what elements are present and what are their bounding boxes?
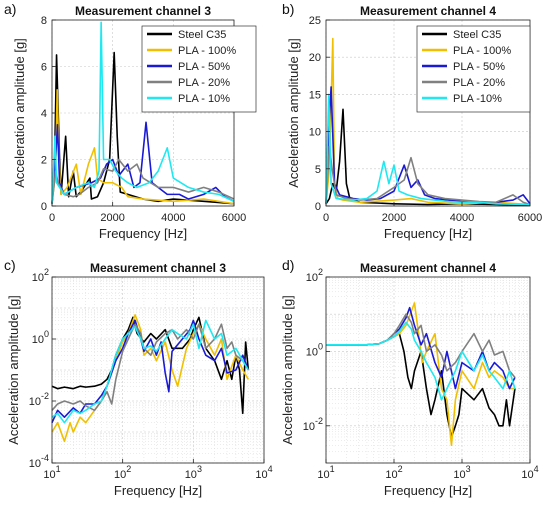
y-tick-label: 100	[32, 329, 49, 346]
x-tick-label: 101	[317, 464, 334, 481]
legend-entry: PLA - 100%	[453, 45, 511, 57]
legend-entry: PLA - 50%	[453, 61, 505, 73]
x-tick-label: 101	[43, 464, 60, 481]
y-tick-label: 10-2	[303, 416, 323, 433]
legend-entry: PLA -10%	[453, 93, 502, 105]
y-tick-label: 10	[309, 127, 321, 139]
legend: Steel C35 PLA - 100% PLA - 50% PLA - 20% PLA…	[416, 25, 531, 113]
panel-label: a)	[4, 1, 16, 17]
y-tick-label: 10-2	[29, 391, 49, 408]
chart-panel-4: 101 102 103 104 10-2 100 102 Measurement channe…	[280, 257, 539, 498]
chart-panel-3: 101 102 103 104 10-4 10-2 100 102 Measurement ch…	[4, 257, 273, 498]
series-group	[51, 314, 250, 443]
y-tick-label: 102	[306, 267, 323, 284]
y-tick-label: 10-4	[29, 453, 49, 470]
series-line-5	[51, 21, 235, 204]
series-line-4	[325, 145, 531, 206]
y-tick-label: 25	[309, 15, 321, 27]
y-axis-label: Acceleration amplitude [g]	[6, 295, 21, 445]
chart-title: Measurement channel 3	[75, 4, 211, 18]
y-tick-label: 100	[306, 341, 323, 358]
x-tick-label: 104	[521, 464, 538, 481]
series-line-4	[51, 158, 235, 204]
axes-box	[51, 276, 265, 464]
legend-entry: PLA - 20%	[178, 77, 230, 89]
y-tick-label: 8	[41, 15, 47, 27]
legend: Steel C35 PLA - 100% PLA - 50% PLA - 20% PLA…	[141, 25, 257, 113]
x-tick-label: 6000	[518, 212, 542, 224]
x-tick-label: 2000	[382, 212, 406, 224]
grid	[51, 276, 265, 464]
x-tick-label: 104	[255, 464, 272, 481]
legend-entry: Steel C35	[453, 29, 501, 41]
y-tick-label: 2	[41, 155, 47, 167]
legend-entry: PLA - 50%	[178, 61, 230, 73]
y-tick-label: 102	[32, 267, 49, 284]
x-tick-label: 0	[49, 212, 55, 224]
x-tick-label: 102	[114, 464, 131, 481]
legend-entry: PLA - 10%	[178, 93, 230, 105]
y-tick-label: 5	[315, 164, 321, 176]
x-axis-label: Frequency [Hz]	[384, 483, 472, 498]
x-tick-label: 0	[323, 212, 329, 224]
chart-panel-1: 0 2000 4000 6000 0 2 4 6 8 Measurement channel 3 F…	[4, 1, 257, 241]
axes-box	[325, 276, 531, 464]
y-tick-label: 0	[41, 201, 47, 213]
x-tick-label: 103	[453, 464, 470, 481]
legend-entry: PLA - 100%	[178, 45, 236, 57]
series-line-5	[51, 319, 250, 424]
chart-title: Measurement channel 4	[360, 4, 496, 18]
legend-entry: Steel C35	[178, 29, 226, 41]
y-axis-label: Acceleration amplitude [g]	[280, 295, 295, 445]
y-axis-label: Acceleration amplitude [g]	[286, 38, 301, 188]
x-tick-label: 4000	[161, 212, 185, 224]
y-tick-label: 6	[41, 62, 47, 74]
y-axis-label: Acceleration amplitude [g]	[12, 38, 27, 188]
x-axis-label: Frequency [Hz]	[384, 226, 472, 241]
chart-panel-2: 0 2000 4000 6000 0 5 10 15 20 25 Measurement chann…	[282, 1, 542, 241]
panel-label: d)	[282, 257, 294, 273]
y-tick-label: 20	[309, 52, 321, 64]
chart-title: Measurement channel 3	[90, 261, 226, 275]
panel-label: b)	[282, 1, 294, 17]
series-line-5	[326, 321, 516, 401]
series-group	[51, 21, 235, 205]
chart-title: Measurement channel 4	[360, 261, 496, 275]
x-tick-label: 4000	[450, 212, 474, 224]
series-line-1	[51, 316, 250, 415]
y-tick-label: 4	[41, 108, 47, 120]
x-tick-label: 103	[185, 464, 202, 481]
series-group	[326, 302, 516, 447]
x-tick-label: 6000	[222, 212, 246, 224]
series-line-4	[51, 323, 250, 412]
plot-area	[326, 277, 530, 463]
x-axis-label: Frequency [Hz]	[99, 226, 187, 241]
panel-label: c)	[4, 257, 16, 273]
x-tick-label: 2000	[100, 212, 124, 224]
y-tick-label: 0	[315, 201, 321, 213]
x-tick-label: 102	[385, 464, 402, 481]
y-tick-label: 15	[309, 89, 321, 101]
x-axis-label: Frequency [Hz]	[114, 483, 202, 498]
series-line-2	[51, 314, 250, 443]
legend-entry: PLA - 20%	[453, 77, 505, 89]
axes-box	[325, 19, 531, 207]
